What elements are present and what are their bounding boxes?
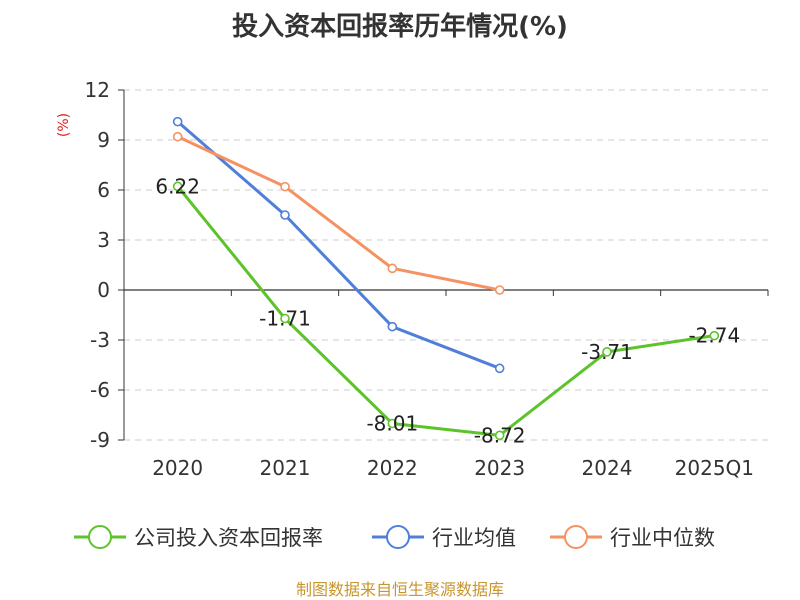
data-point — [172, 116, 183, 127]
x-tick-label: 2021 — [260, 456, 311, 480]
series-line-1 — [176, 120, 501, 370]
x-tick-label: 2020 — [152, 456, 203, 480]
data-point — [280, 210, 290, 220]
y-tick-label: -3 — [90, 328, 110, 352]
y-tick-label: -6 — [90, 378, 110, 402]
series-line-2 — [177, 135, 500, 292]
y-axis-unit: (%) — [56, 113, 72, 137]
data-point — [387, 321, 398, 332]
data-point — [494, 363, 505, 374]
legend-item-2[interactable]: 行业中位数 — [550, 525, 715, 550]
legend-swatch-marker — [386, 525, 410, 549]
data-point — [494, 285, 505, 295]
x-tick-labels: 2020 2021 2022 2023 2024 2025Q1 — [152, 456, 754, 480]
legend-swatch-marker — [564, 525, 588, 549]
data-point — [280, 313, 290, 324]
legend-swatch-marker — [88, 525, 112, 549]
legend-item-1[interactable]: 行业均值 — [372, 525, 516, 550]
y-tick-label: 6 — [97, 178, 110, 202]
legend-label: 行业均值 — [432, 526, 516, 550]
grid-lines — [124, 89, 768, 441]
data-point — [280, 181, 290, 192]
data-point — [709, 330, 720, 341]
data-point — [172, 131, 183, 142]
data-point — [387, 418, 398, 429]
y-tick-label: 3 — [97, 228, 110, 252]
data-point — [387, 263, 398, 274]
x-tick-label: 2024 — [582, 456, 633, 480]
series-line-0 — [176, 185, 715, 437]
axes — [118, 89, 769, 441]
data-label: -8.72 — [474, 423, 526, 447]
y-tick-label: 12 — [85, 78, 110, 102]
x-tick-label: 2025Q1 — [675, 456, 754, 480]
data-label: -1.71 — [259, 307, 311, 331]
data-label: -2.74 — [688, 324, 740, 348]
data-label: -3.71 — [581, 340, 633, 364]
y-tick-label: 0 — [97, 278, 110, 302]
y-tick-label: -9 — [90, 428, 110, 452]
data-point — [602, 347, 612, 357]
data-point — [172, 181, 183, 192]
y-tick-labels: 12 9 6 3 0 -3 -6 -9 — [85, 78, 110, 452]
legend-item-0[interactable]: 公司投入资本回报率 — [74, 525, 323, 550]
x-tick-label: 2023 — [474, 456, 525, 480]
legend-label: 公司投入资本回报率 — [134, 526, 323, 550]
legend[interactable]: 公司投入资本回报率 行业均值 行业中位数 — [74, 525, 715, 550]
data-label: -8.01 — [366, 412, 418, 436]
series-lines — [172, 116, 720, 441]
x-tick-label: 2022 — [367, 456, 418, 480]
y-tick-label: 9 — [97, 128, 110, 152]
data-point — [494, 430, 505, 441]
data-labels: 6.22 -1.71 -8.01 -8.72 -3.71 -2.74 — [155, 174, 740, 447]
data-label: 6.22 — [155, 174, 200, 198]
chart-title: 投入资本回报率历年情况(%) — [232, 12, 568, 42]
legend-label: 行业中位数 — [610, 526, 715, 550]
data-source: 制图数据来自恒生聚源数据库 — [295, 580, 504, 599]
